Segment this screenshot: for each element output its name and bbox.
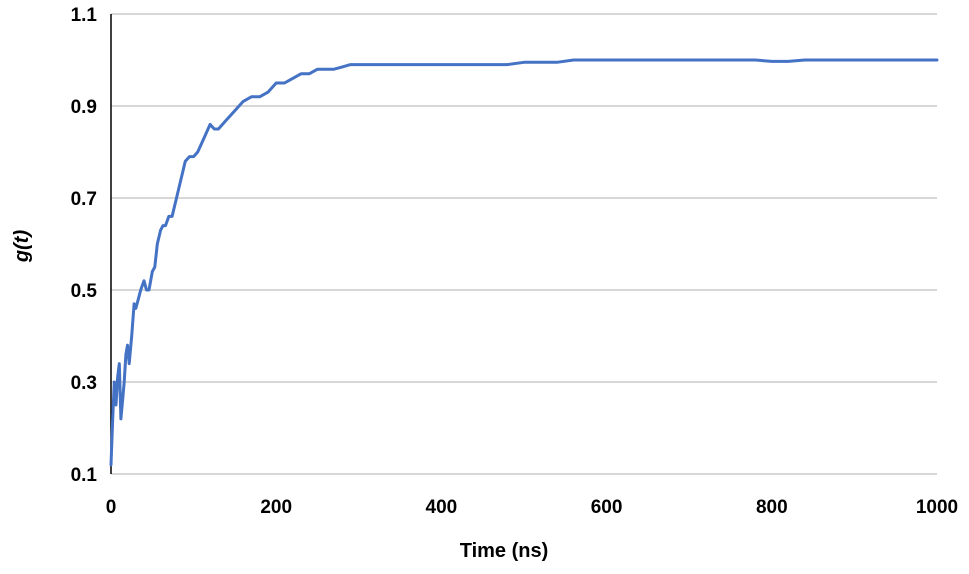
y-tick-label: 0.3	[71, 373, 97, 394]
y-tick-label: 0.1	[71, 465, 98, 486]
series-line	[109, 58, 939, 467]
x-tick-label: 0	[106, 497, 117, 518]
y-tick-label: 0.5	[71, 281, 98, 302]
y-axis-title: g(t)	[11, 230, 33, 264]
x-axis-title: Time (ns)	[460, 540, 549, 562]
series-layer	[109, 58, 939, 467]
y-tick-labels: 0.1 0.3 0.5 0.7 0.9 1.1	[71, 5, 98, 486]
x-tick-label: 200	[260, 497, 292, 518]
y-tick-label: 0.9	[71, 97, 97, 118]
gridlines	[111, 13, 937, 475]
x-tick-label: 800	[756, 497, 788, 518]
x-tick-label: 600	[591, 497, 623, 518]
x-tick-label: 400	[426, 497, 458, 518]
y-tick-label: 0.7	[71, 189, 97, 210]
x-tick-label: 1000	[916, 497, 958, 518]
y-tick-label: 1.1	[71, 5, 98, 26]
x-tick-labels: 0 200 400 600 800 1000	[106, 497, 958, 518]
